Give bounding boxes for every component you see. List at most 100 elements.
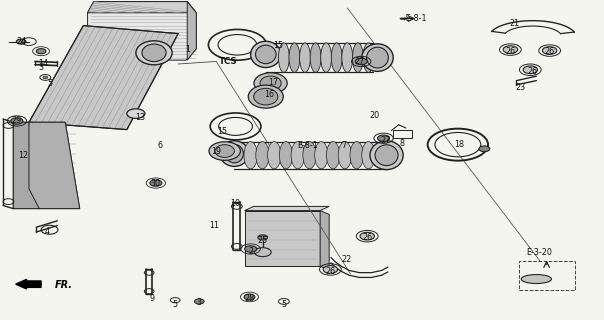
Polygon shape [29,122,80,209]
Text: 25: 25 [258,236,268,245]
Ellipse shape [326,141,339,169]
Text: 7: 7 [342,141,347,150]
Text: 30: 30 [151,179,161,188]
Polygon shape [13,122,39,209]
Bar [393,130,412,138]
Ellipse shape [350,141,364,169]
Ellipse shape [362,44,393,71]
Text: 26: 26 [362,233,372,242]
Text: 29: 29 [12,116,22,125]
Text: E-3-20: E-3-20 [526,248,551,257]
Text: 15: 15 [217,127,227,136]
Text: 26: 26 [506,47,515,56]
Ellipse shape [338,141,352,169]
Ellipse shape [251,41,281,68]
Polygon shape [187,2,196,60]
Text: 17: 17 [268,78,278,87]
Ellipse shape [256,141,269,169]
Ellipse shape [254,73,288,93]
Circle shape [355,58,367,65]
Text: 2: 2 [248,247,253,256]
Text: E-8-1: E-8-1 [298,141,318,150]
Ellipse shape [136,41,172,65]
Polygon shape [29,26,178,130]
Polygon shape [245,206,329,211]
Ellipse shape [367,47,388,68]
Ellipse shape [142,44,166,61]
Text: 9: 9 [150,294,155,303]
Circle shape [194,299,204,304]
Text: 27: 27 [355,57,364,66]
Ellipse shape [300,43,310,72]
Polygon shape [88,2,196,13]
Ellipse shape [363,43,374,72]
Text: TCS: TCS [219,57,237,66]
Text: 27: 27 [381,136,390,145]
Circle shape [254,248,271,257]
Text: 26: 26 [545,47,554,56]
Ellipse shape [303,141,316,169]
Text: 13: 13 [135,113,145,122]
Ellipse shape [215,145,234,157]
Ellipse shape [268,141,281,169]
Circle shape [150,180,162,186]
Circle shape [16,39,26,44]
Text: 3: 3 [39,63,43,72]
Text: 5: 5 [281,300,286,309]
Circle shape [11,118,23,124]
Ellipse shape [342,43,353,72]
Ellipse shape [255,45,276,64]
Circle shape [479,146,490,152]
Circle shape [523,66,538,74]
Text: 4: 4 [45,227,50,236]
Ellipse shape [260,76,281,90]
Text: 14: 14 [39,60,48,68]
Text: 20: 20 [370,111,379,120]
Ellipse shape [225,144,243,163]
Text: 8: 8 [399,140,404,148]
Ellipse shape [248,85,283,108]
Text: 12: 12 [18,151,28,160]
Text: 18: 18 [454,140,464,149]
FancyArrow shape [16,279,41,289]
Circle shape [323,266,338,273]
Ellipse shape [244,141,257,169]
Ellipse shape [362,141,375,169]
Text: 5: 5 [47,79,52,88]
Circle shape [127,109,145,118]
Text: 28: 28 [245,294,254,303]
Circle shape [244,294,255,300]
Text: 21: 21 [510,19,519,28]
Ellipse shape [332,43,342,72]
Text: 3: 3 [197,298,202,307]
Ellipse shape [254,88,278,105]
Ellipse shape [278,43,289,72]
Text: 24: 24 [16,37,26,46]
Ellipse shape [209,142,240,160]
Text: 6: 6 [158,141,162,150]
Ellipse shape [521,275,551,284]
Text: 22: 22 [341,255,351,264]
Ellipse shape [353,43,363,72]
Ellipse shape [375,145,398,166]
Text: 15: 15 [273,41,283,50]
Circle shape [542,47,557,54]
Circle shape [360,232,374,240]
Polygon shape [13,122,80,209]
Ellipse shape [370,141,403,170]
Text: 26: 26 [326,267,335,276]
Polygon shape [245,211,320,266]
Text: ⇒E-8-1: ⇒E-8-1 [400,14,428,23]
Text: 26: 26 [528,67,538,76]
Circle shape [43,76,48,79]
Ellipse shape [291,141,304,169]
Text: 1: 1 [185,45,190,54]
Text: 23: 23 [516,83,525,92]
Ellipse shape [220,141,249,166]
Circle shape [245,246,257,252]
Circle shape [258,235,268,240]
Circle shape [378,135,390,141]
Ellipse shape [279,141,292,169]
Circle shape [36,49,46,54]
Bar [519,261,575,290]
